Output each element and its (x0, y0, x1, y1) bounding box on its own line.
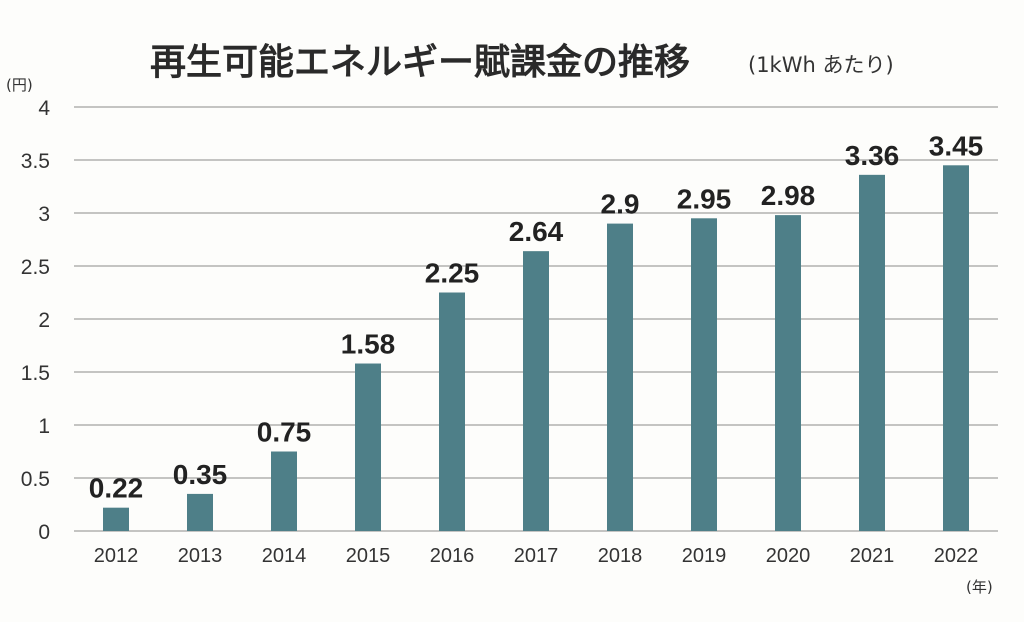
bar-2019 (691, 218, 717, 532)
bar-2014 (271, 451, 297, 531)
bar-2017 (523, 251, 549, 531)
x-tick-label-2015: 2015 (346, 545, 391, 567)
y-tick-label: 3 (38, 203, 50, 226)
x-tick-label-2018: 2018 (598, 545, 643, 567)
y-axis-unit-label: (円) (6, 76, 33, 94)
data-label-2021: 3.36 (845, 140, 900, 171)
bar-2022 (943, 165, 969, 532)
x-tick-label-2021: 2021 (850, 545, 895, 567)
x-tick-label-2016: 2016 (430, 545, 475, 567)
x-tick-label-2013: 2013 (178, 545, 223, 567)
bar-2020 (775, 215, 801, 531)
data-labels: 0.22 0.35 0.75 1.58 2.25 2.64 2.9 2.95 2.98 3.36 3… (89, 130, 984, 503)
y-tick-label: 1 (38, 415, 50, 438)
data-label-2022: 3.45 (929, 130, 984, 161)
chart-title: 再生可能エネルギー賦課金の推移 (150, 41, 690, 83)
y-tick-label: 2.5 (21, 256, 50, 279)
x-tick-label-2019: 2019 (682, 545, 727, 567)
chart-subtitle: (1kWh あたり) (748, 53, 894, 77)
data-label-2017: 2.64 (509, 216, 564, 247)
bar-2013 (187, 493, 213, 531)
y-axis-ticks: 0 0.5 1 1.5 2 2.5 3 3.5 4 (21, 97, 51, 544)
x-tick-label-2020: 2020 (766, 545, 811, 567)
x-tick-label-2014: 2014 (262, 545, 307, 567)
y-tick-label: 1.5 (21, 362, 50, 385)
x-axis-ticks: 2012 2013 2014 2015 2016 2017 2018 2019 2020 2021… (94, 545, 979, 567)
bar-2021 (859, 174, 885, 531)
bar-2016 (439, 292, 465, 531)
y-tick-label: 2 (38, 309, 50, 332)
data-label-2019: 2.95 (677, 183, 732, 214)
bars (103, 165, 969, 532)
data-label-2015: 1.58 (341, 329, 396, 360)
y-tick-label: 4 (38, 97, 50, 120)
data-label-2018: 2.9 (601, 189, 640, 220)
bar-2015 (355, 363, 381, 531)
x-axis-unit-label: (年) (966, 578, 993, 596)
bar-2012 (103, 507, 129, 531)
data-label-2016: 2.25 (425, 258, 480, 289)
y-tick-label: 0.5 (21, 468, 50, 491)
data-label-2014: 0.75 (257, 417, 312, 448)
data-label-2012: 0.22 (89, 473, 144, 504)
x-tick-label-2017: 2017 (514, 545, 559, 567)
data-label-2013: 0.35 (173, 459, 228, 490)
x-tick-label-2012: 2012 (94, 545, 139, 567)
x-tick-label-2022: 2022 (934, 545, 979, 567)
data-label-2020: 2.98 (761, 180, 816, 211)
bar-2018 (607, 223, 633, 531)
y-tick-label: 0 (38, 521, 50, 544)
y-tick-label: 3.5 (21, 150, 50, 173)
